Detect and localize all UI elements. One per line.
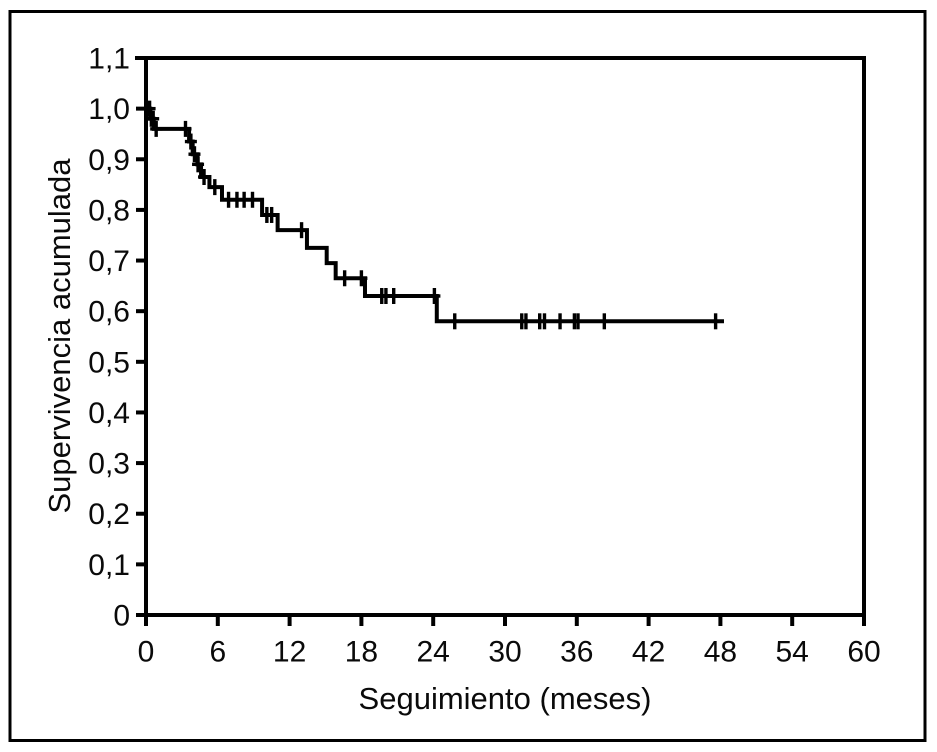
y-tick-label: 0,8 xyxy=(88,194,130,227)
x-axis-label: Seguimiento (meses) xyxy=(359,681,652,716)
censor-plus-icon xyxy=(338,270,351,287)
y-tick-label: 0,7 xyxy=(88,245,130,278)
censor-plus-icon xyxy=(188,146,201,163)
censor-plus-icon xyxy=(198,168,211,185)
censor-plus-icon xyxy=(554,313,567,330)
censor-plus-icon xyxy=(150,120,163,137)
y-axis-ticks xyxy=(136,56,146,617)
y-tick-label: 0,9 xyxy=(88,144,130,177)
censor-plus-icon xyxy=(295,222,308,239)
censor-plus-icon xyxy=(265,206,278,223)
y-tick-label: 0,6 xyxy=(88,296,130,329)
censor-plus-icon xyxy=(179,120,192,137)
censor-marks xyxy=(143,100,722,330)
y-tick-label: 0,4 xyxy=(88,397,130,430)
x-tick-label: 36 xyxy=(560,636,593,669)
x-tick-label: 48 xyxy=(704,636,737,669)
censor-plus-icon xyxy=(184,133,197,150)
survival-step-path xyxy=(146,106,724,324)
censor-plus-icon xyxy=(387,287,400,304)
x-tick-label: 24 xyxy=(417,636,450,669)
censor-plus-icon xyxy=(208,179,221,196)
y-tick-label: 0,2 xyxy=(88,498,130,531)
censor-plus-icon xyxy=(143,100,156,117)
censor-plus-icon xyxy=(355,270,368,287)
x-axis-tick-labels: 0 6 12 18 24 30 36 42 48 54 60 xyxy=(138,636,881,669)
x-tick-label: 54 xyxy=(776,636,809,669)
x-tick-label: 60 xyxy=(847,636,880,669)
figure-border xyxy=(8,10,927,742)
x-tick-label: 42 xyxy=(632,636,665,669)
censor-plus-icon xyxy=(571,313,584,330)
censor-plus-icon xyxy=(147,110,160,127)
y-tick-label: 0,5 xyxy=(88,346,130,379)
x-tick-label: 18 xyxy=(345,636,378,669)
y-axis-tick-labels: 1,1 1,0 0,9 0,8 0,7 0,6 0,5 0,4 0,3 0,2 0,1 0 xyxy=(88,43,130,633)
x-tick-label: 30 xyxy=(488,636,521,669)
x-tick-label: 6 xyxy=(209,636,226,669)
plot-frame xyxy=(135,56,866,617)
censor-plus-icon xyxy=(246,191,259,208)
censor-plus-icon xyxy=(538,313,551,330)
x-tick-label: 12 xyxy=(273,636,306,669)
censor-plus-icon xyxy=(519,313,532,330)
y-tick-label: 0 xyxy=(113,600,130,633)
censor-plus-icon xyxy=(428,287,441,304)
censor-plus-icon xyxy=(448,313,461,330)
y-tick-label: 0,3 xyxy=(88,448,130,481)
censor-plus-icon xyxy=(598,313,611,330)
x-axis-ticks xyxy=(144,615,866,626)
y-axis-label: Supervivencia acumulada xyxy=(42,158,77,514)
y-tick-label: 1,1 xyxy=(88,43,130,76)
censor-plus-icon xyxy=(192,156,205,173)
x-tick-label: 0 xyxy=(138,636,155,669)
survival-curve xyxy=(146,106,724,324)
y-tick-label: 1,0 xyxy=(88,93,130,126)
censor-plus-icon xyxy=(709,313,722,330)
y-tick-label: 0,1 xyxy=(88,549,130,582)
